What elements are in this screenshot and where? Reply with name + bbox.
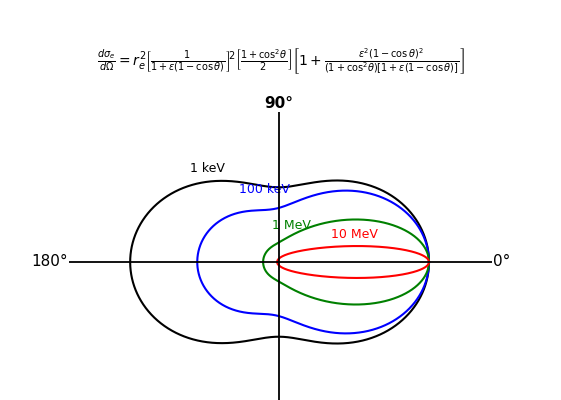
Text: 1 MeV: 1 MeV (272, 220, 310, 232)
Text: 90°: 90° (264, 96, 293, 110)
Text: 100 keV: 100 keV (238, 184, 289, 196)
Text: 10 MeV: 10 MeV (330, 228, 378, 242)
Text: 180°: 180° (31, 254, 67, 270)
Text: 1 keV: 1 keV (190, 162, 224, 176)
Text: $\frac{d\sigma_e}{d\Omega} = r_e^2\left[\frac{1}{1+\varepsilon(1-\cos\theta)}\ri: $\frac{d\sigma_e}{d\Omega} = r_e^2\left[… (96, 47, 465, 76)
Text: 0°: 0° (494, 254, 511, 270)
